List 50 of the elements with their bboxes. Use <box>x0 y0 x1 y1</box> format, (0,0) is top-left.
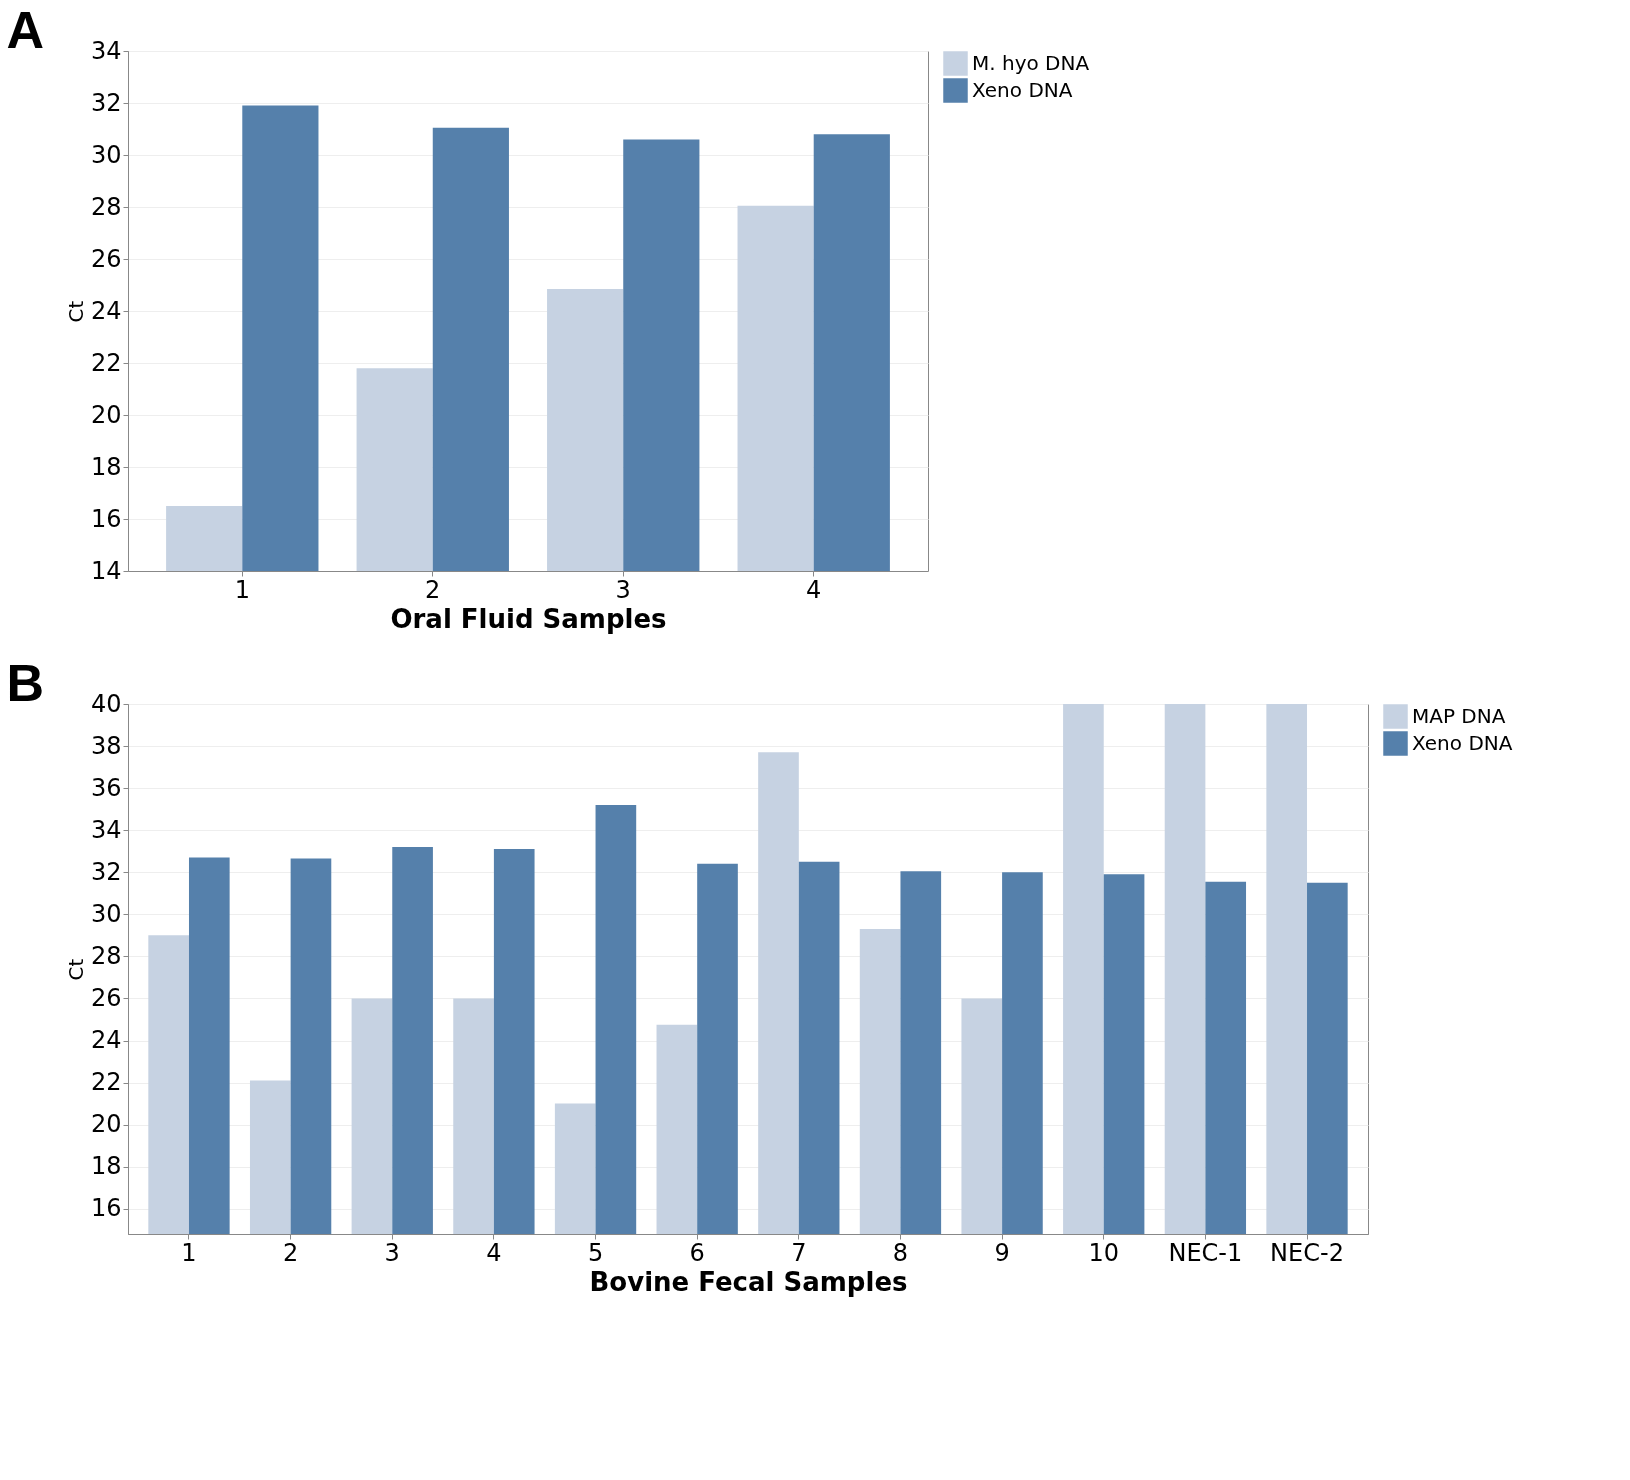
y-axis-title: Ct <box>63 300 88 323</box>
x-tick-label: 1 <box>234 575 250 604</box>
y-tick-label: 20 <box>90 1110 122 1139</box>
legend-label: M. hyo DNA <box>972 50 1090 75</box>
x-tick-label: 6 <box>689 1238 705 1267</box>
y-tick-label: 34 <box>90 815 122 844</box>
x-tick-label: 8 <box>892 1238 909 1267</box>
y-tick-label: 26 <box>90 983 122 1012</box>
y-tick-label: 16 <box>90 1194 122 1223</box>
x-tick-label: NEC-1 <box>1168 1238 1243 1267</box>
y-tick-label: 36 <box>90 773 122 802</box>
y-tick-label: 22 <box>90 348 122 377</box>
y-tick-label: 30 <box>90 140 122 169</box>
y-tick-label: 16 <box>90 504 122 533</box>
x-tick-label: 7 <box>791 1238 807 1267</box>
y-tick-label: 18 <box>90 452 122 481</box>
x-tick-label: 2 <box>282 1238 299 1267</box>
x-tick-label: 3 <box>384 1238 400 1267</box>
x-tick-label: 10 <box>1088 1238 1120 1267</box>
y-tick-label: 14 <box>90 556 122 585</box>
y-tick-label: 38 <box>90 731 122 760</box>
y-tick-label: 18 <box>90 1152 122 1181</box>
x-tick-label: 2 <box>425 575 441 604</box>
legend-label: Xeno DNA <box>1412 730 1513 755</box>
x-tick-label: NEC-2 <box>1270 1238 1344 1267</box>
chart-title: B <box>6 654 45 712</box>
y-tick-label: 40 <box>90 689 122 718</box>
x-axis-title: Oral Fluid Samples <box>390 603 667 634</box>
y-tick-label: 24 <box>90 296 122 325</box>
x-tick-label: 9 <box>994 1238 1010 1267</box>
x-tick-label: 4 <box>486 1238 502 1267</box>
y-tick-label: 28 <box>90 192 122 221</box>
x-tick-label: 5 <box>587 1238 604 1267</box>
y-tick-label: 34 <box>90 36 122 65</box>
x-axis-title: Bovine Fecal Samples <box>589 1266 908 1297</box>
y-tick-label: 26 <box>90 244 122 273</box>
legend-label: Xeno DNA <box>972 77 1073 102</box>
y-tick-label: 30 <box>90 899 122 928</box>
x-tick-label: 4 <box>806 575 822 604</box>
chart-title: A <box>6 1 45 59</box>
x-tick-label: 3 <box>615 575 631 604</box>
y-tick-label: 28 <box>90 941 122 970</box>
y-tick-label: 22 <box>90 1068 122 1097</box>
y-tick-label: 24 <box>90 1026 122 1055</box>
x-tick-label: 1 <box>181 1238 197 1267</box>
y-axis-title: Ct <box>63 958 88 981</box>
legend-label: MAP DNA <box>1412 703 1506 728</box>
y-tick-label: 32 <box>90 88 122 117</box>
y-tick-label: 32 <box>90 857 122 886</box>
y-tick-label: 20 <box>90 400 122 429</box>
